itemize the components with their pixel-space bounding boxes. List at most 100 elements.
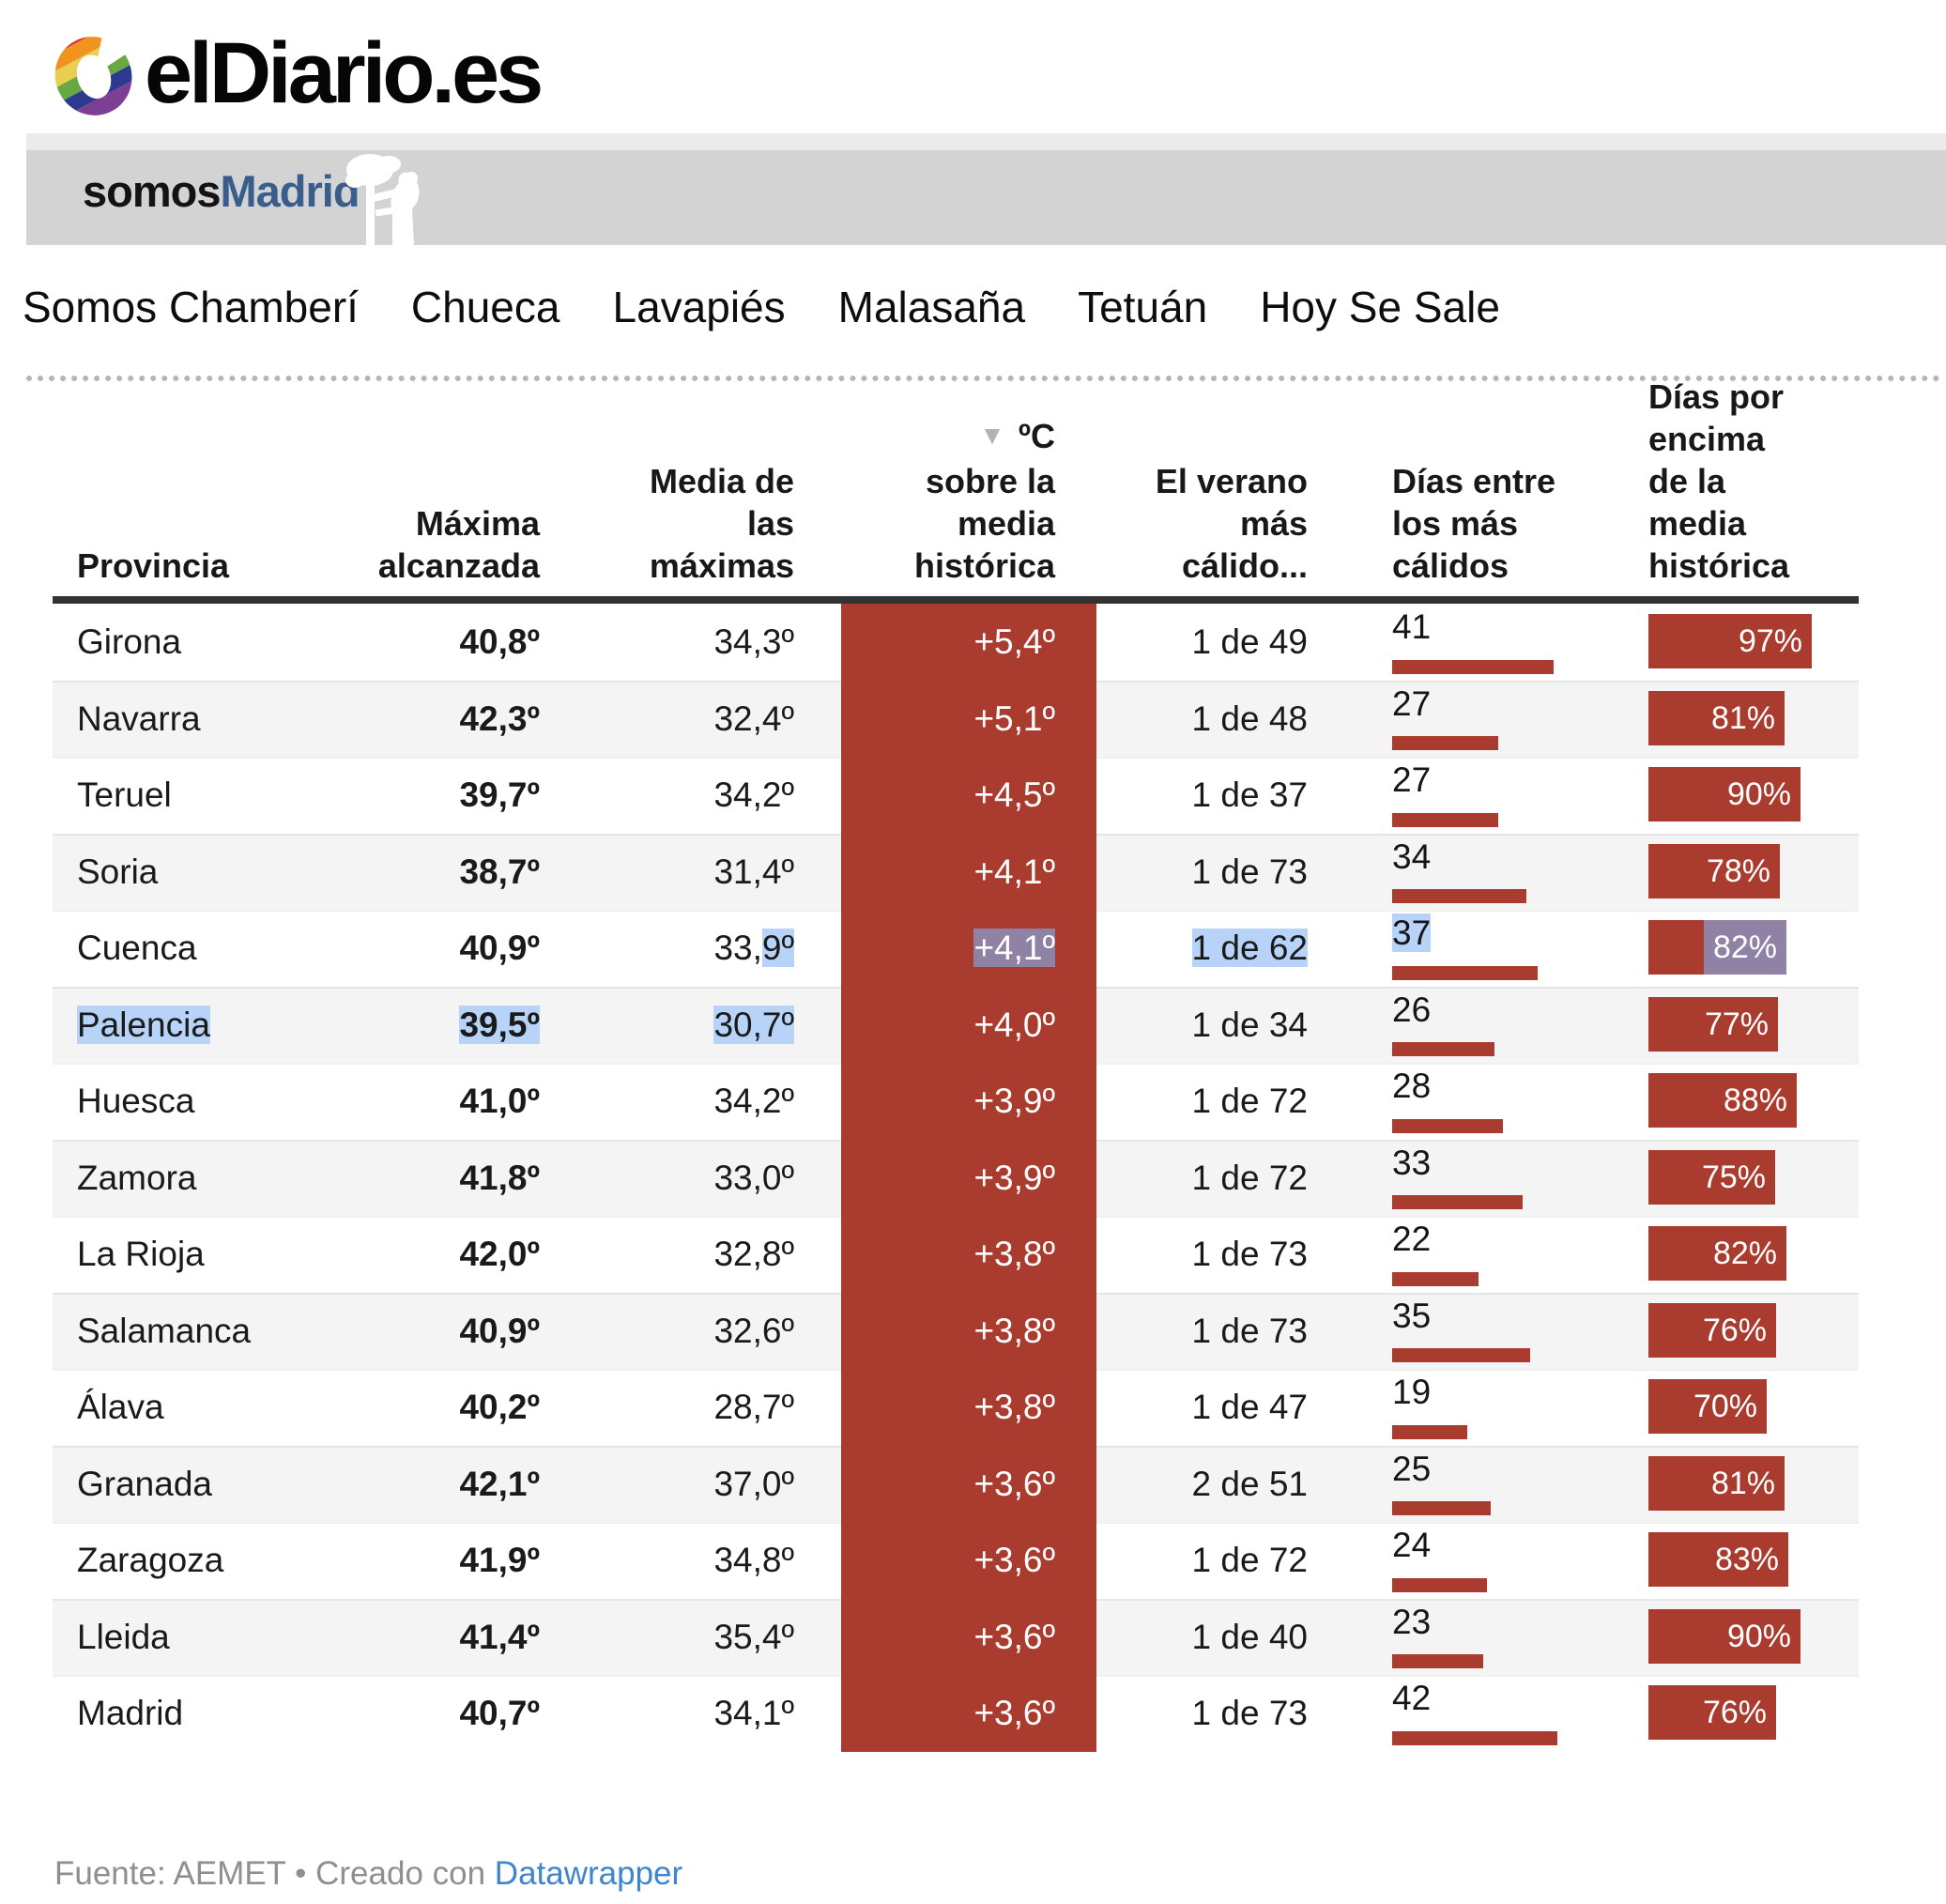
nav-item-hoy-se-sale[interactable]: Hoy Se Sale	[1260, 283, 1500, 331]
header-text: Media de	[649, 462, 794, 500]
header-line: cálidos	[1392, 545, 1555, 587]
media-value-selected: 9º	[761, 929, 794, 967]
dias-number: 24	[1392, 1526, 1432, 1564]
cell-provincia: Soria	[77, 834, 158, 911]
cell-dias: 26	[1392, 987, 1608, 1064]
header-text: alcanzada	[377, 546, 540, 585]
pct-label: 76%	[1702, 1312, 1767, 1348]
header-line: de la	[1648, 460, 1789, 502]
pct-bar: 97%	[1648, 614, 1812, 668]
table-header: Provincia Máxima alcanzada Media de las máxim…	[53, 357, 1859, 596]
provincia-value: Teruel	[77, 775, 172, 814]
nav-item-somos-chamberí[interactable]: Somos Chamberí	[23, 283, 359, 331]
column-header-provincia[interactable]: Provincia	[77, 545, 229, 587]
dias-bar	[1392, 659, 1554, 674]
pct-label: 77%	[1704, 1006, 1769, 1042]
cell-verano: 1 de 73	[991, 1216, 1308, 1293]
column-header-pct[interactable]: Días por encima de la media histórica	[1648, 376, 1789, 587]
header-text: Provincia	[77, 546, 230, 585]
cell-dias: 24	[1392, 1522, 1608, 1599]
cell-pct: 97%	[1648, 604, 1859, 681]
dias-number: 19	[1392, 1373, 1432, 1411]
header-text: máximas	[649, 546, 794, 585]
header-line: Provincia	[77, 545, 229, 587]
nav-item-lavapiés[interactable]: Lavapiés	[612, 283, 786, 331]
nav-item-tetuán[interactable]: Tetuán	[1078, 283, 1208, 331]
cell-provincia: Navarra	[77, 681, 201, 758]
nav-item-malasaña[interactable]: Malasaña	[837, 283, 1026, 331]
provincia-value: Madrid	[77, 1694, 184, 1732]
verano-value: 1 de 62	[1191, 929, 1308, 967]
nav-item-chueca[interactable]: Chueca	[410, 283, 560, 331]
pct-bar: 82%	[1648, 1226, 1786, 1281]
cell-delta: +3,9º	[841, 1139, 1096, 1216]
delta-value: +3,6º	[973, 1541, 1055, 1579]
pct-bar: 70%	[1648, 1379, 1767, 1434]
dias-bar	[1392, 736, 1498, 750]
cell-dias: 27	[1392, 681, 1608, 758]
media-value: 34,8º	[713, 1541, 794, 1579]
table-row: Cuenca 40,9º 33,9º +4,1º 1 de 62 37 82%	[53, 910, 1859, 987]
datawrapper-link[interactable]: Datawrapper	[494, 1855, 683, 1892]
eldiario-logo[interactable]: elDiario.es	[53, 28, 544, 122]
cell-provincia: Zaragoza	[77, 1522, 223, 1599]
pct-bar: 77%	[1648, 996, 1778, 1052]
cell-maxima: 40,8º	[53, 604, 540, 681]
maxima-value: 39,7º	[459, 775, 540, 814]
header-text: ºC	[1018, 417, 1055, 455]
cell-media: 28,7º	[53, 1369, 794, 1446]
column-header-verano[interactable]: El verano más cálido...	[991, 460, 1308, 587]
dias-bar	[1392, 889, 1526, 903]
pct-label: 82%	[1712, 1236, 1777, 1271]
delta-value: +3,8º	[973, 1311, 1055, 1350]
dias-number: 42	[1392, 1679, 1432, 1717]
table-row: Granada 42,1º 37,0º +3,6º 2 de 51 25 81%	[53, 1445, 1859, 1522]
cell-verano: 1 de 73	[991, 834, 1308, 911]
cell-pct: 76%	[1648, 1675, 1859, 1752]
cell-media: 34,2º	[53, 757, 794, 834]
header-line: Media de	[53, 460, 794, 502]
provincia-value: Girona	[77, 622, 182, 661]
header-line: máximas	[53, 545, 794, 587]
pct-bar: 81%	[1648, 1455, 1785, 1511]
media-value: 34,1º	[713, 1694, 794, 1732]
dias-value: 22	[1392, 1220, 1608, 1259]
maxima-value: 42,0º	[459, 1235, 540, 1273]
dias-number: 27	[1392, 683, 1432, 723]
column-header-media[interactable]: Media de las máximas	[53, 460, 794, 587]
header-text: Días entre	[1392, 462, 1556, 500]
dias-value: 23	[1392, 1603, 1608, 1642]
cell-maxima: 41,0º	[53, 1063, 540, 1140]
header-line: Días por	[1648, 376, 1789, 418]
delta-value: +4,0º	[973, 1005, 1055, 1044]
pct-label: 78%	[1706, 852, 1770, 889]
cell-delta: +4,5º	[841, 757, 1096, 834]
cell-delta: +5,1º	[841, 680, 1096, 757]
cell-delta: +3,6º	[841, 1445, 1096, 1522]
dias-value: 24	[1392, 1526, 1608, 1565]
maxima-value: 40,9º	[459, 929, 540, 967]
cell-media: 30,7º	[53, 987, 794, 1064]
column-header-dias[interactable]: Días entre los más cálidos	[1392, 460, 1555, 587]
media-value: 30,7º	[713, 1005, 794, 1044]
cell-delta: +5,4º	[841, 604, 1096, 681]
column-header-maxima[interactable]: Máxima alcanzada	[53, 502, 540, 587]
cell-pct: 77%	[1648, 987, 1859, 1064]
header-text: histórica	[913, 546, 1055, 585]
cell-verano: 1 de 62	[991, 910, 1308, 987]
column-header-delta[interactable]: ▼ ºC sobre la media histórica	[841, 415, 1055, 587]
table-row: Girona 40,8º 34,3º +5,4º 1 de 49 41 97%	[53, 604, 1859, 681]
pct-label: 83%	[1714, 1542, 1779, 1577]
pct-bar: 82%	[1648, 920, 1786, 975]
cell-delta: +4,1º	[841, 833, 1096, 910]
cell-dias: 22	[1392, 1216, 1608, 1293]
dias-value: 28	[1392, 1067, 1608, 1106]
cell-verano: 1 de 73	[991, 1293, 1308, 1370]
pct-bar: 90%	[1648, 1608, 1800, 1664]
table-row: Zaragoza 41,9º 34,8º +3,6º 1 de 72 24 83%	[53, 1522, 1859, 1599]
pct-bar: 76%	[1648, 1302, 1776, 1358]
cell-dias: 34	[1392, 834, 1608, 911]
cell-delta: +3,6º	[841, 1598, 1096, 1675]
pct-label: 76%	[1702, 1695, 1767, 1730]
